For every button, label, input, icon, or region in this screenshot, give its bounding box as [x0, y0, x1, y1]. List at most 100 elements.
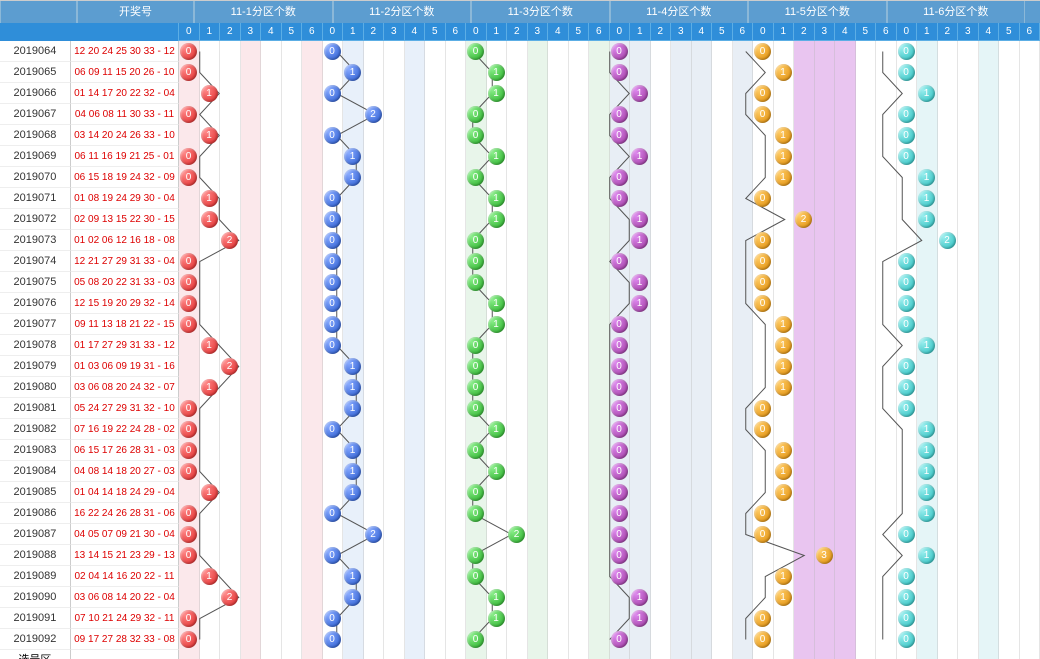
value-ball: 1 — [201, 85, 218, 102]
value-ball: 0 — [467, 484, 484, 501]
value-ball: 0 — [898, 568, 915, 585]
subcol: 5 — [569, 23, 590, 41]
subcol: 3 — [384, 23, 405, 41]
period-cell: 2019080 — [0, 377, 71, 398]
subcol: 4 — [405, 23, 426, 41]
numbers-cell: 12 20 24 25 30 33 - 12 — [71, 41, 179, 62]
value-ball: 1 — [775, 337, 792, 354]
numbers-cell: 09 17 27 28 32 33 - 08 — [71, 629, 179, 650]
value-ball: 1 — [775, 484, 792, 501]
value-ball: 0 — [754, 400, 771, 417]
value-ball: 1 — [631, 589, 648, 606]
table-row: 201908902 04 14 16 20 22 - 11110010 — [0, 566, 1040, 587]
data-rows: 201906412 20 24 25 30 33 - 1200000020190… — [0, 41, 1040, 650]
value-ball: 1 — [631, 211, 648, 228]
value-ball: 0 — [754, 631, 771, 648]
value-ball: 0 — [611, 190, 628, 207]
value-ball: 1 — [775, 463, 792, 480]
value-ball: 1 — [918, 211, 935, 228]
numbers-cell: 09 11 13 18 21 22 - 15 — [71, 314, 179, 335]
period-cell: 2019072 — [0, 209, 71, 230]
value-ball: 0 — [324, 610, 341, 627]
col-z1: 11-1分区个数 — [194, 1, 333, 23]
value-ball: 0 — [467, 505, 484, 522]
numbers-cell: 03 06 08 20 24 32 - 07 — [71, 377, 179, 398]
value-ball: 1 — [918, 337, 935, 354]
value-ball: 0 — [467, 337, 484, 354]
value-ball: 0 — [467, 379, 484, 396]
numbers-cell: 02 09 13 15 22 30 - 15 — [71, 209, 179, 230]
value-ball: 0 — [324, 190, 341, 207]
value-ball: 1 — [488, 316, 505, 333]
value-ball: 0 — [611, 379, 628, 396]
value-ball: 0 — [467, 106, 484, 123]
value-ball: 0 — [467, 232, 484, 249]
period-cell: 2019068 — [0, 125, 71, 146]
footer-label: 选号区 — [0, 650, 71, 659]
subcol: 3 — [241, 23, 262, 41]
numbers-cell: 07 16 19 22 24 28 - 02 — [71, 419, 179, 440]
value-ball: 0 — [611, 463, 628, 480]
value-ball: 1 — [775, 379, 792, 396]
col-period — [0, 1, 77, 23]
value-ball: 1 — [488, 85, 505, 102]
value-ball: 0 — [611, 505, 628, 522]
value-ball: 0 — [324, 253, 341, 270]
value-ball: 0 — [611, 442, 628, 459]
value-ball: 1 — [201, 127, 218, 144]
value-ball: 0 — [611, 64, 628, 81]
value-ball: 1 — [775, 148, 792, 165]
col-z3: 11-3分区个数 — [471, 1, 610, 23]
table-row: 201906601 14 17 20 22 32 - 04101101 — [0, 83, 1040, 104]
value-ball: 1 — [918, 547, 935, 564]
value-ball: 0 — [180, 316, 197, 333]
table-row: 201907202 09 13 15 22 30 - 15101121 — [0, 209, 1040, 230]
subcol: 6 — [446, 23, 467, 41]
subcol: 5 — [712, 23, 733, 41]
numbers-cell: 01 04 14 18 24 29 - 04 — [71, 482, 179, 503]
value-ball: 2 — [221, 589, 238, 606]
value-ball: 0 — [324, 631, 341, 648]
numbers-cell: 04 05 07 09 21 30 - 04 — [71, 524, 179, 545]
value-ball: 0 — [754, 274, 771, 291]
subcol: 2 — [938, 23, 959, 41]
value-ball: 0 — [180, 631, 197, 648]
value-ball: 1 — [631, 148, 648, 165]
value-ball: 0 — [180, 610, 197, 627]
value-ball: 1 — [918, 463, 935, 480]
chart-root: 开奖号 11-1分区个数 11-2分区个数 11-3分区个数 11-4分区个数 … — [0, 0, 1040, 659]
value-ball: 1 — [344, 589, 361, 606]
period-cell: 2019083 — [0, 440, 71, 461]
period-cell: 2019091 — [0, 608, 71, 629]
value-ball: 1 — [201, 568, 218, 585]
value-ball: 1 — [775, 568, 792, 585]
value-ball: 1 — [344, 463, 361, 480]
subcol: 6 — [733, 23, 754, 41]
value-ball: 0 — [754, 85, 771, 102]
subcol: 0 — [323, 23, 344, 41]
value-ball: 0 — [180, 442, 197, 459]
value-ball: 0 — [180, 505, 197, 522]
table-row: 201907801 17 27 29 31 33 - 12100011 — [0, 335, 1040, 356]
header-row-1: 开奖号 11-1分区个数 11-2分区个数 11-3分区个数 11-4分区个数 … — [0, 0, 1040, 23]
value-ball: 0 — [180, 463, 197, 480]
value-ball: 0 — [467, 127, 484, 144]
numbers-cell: 06 09 11 15 20 26 - 10 — [71, 62, 179, 83]
numbers-cell: 01 14 17 20 22 32 - 04 — [71, 83, 179, 104]
period-cell: 2019076 — [0, 293, 71, 314]
col-z2: 11-2分区个数 — [333, 1, 472, 23]
value-ball: 0 — [898, 253, 915, 270]
numbers-cell: 03 06 08 14 20 22 - 04 — [71, 587, 179, 608]
subcol: 0 — [753, 23, 774, 41]
value-ball: 1 — [775, 589, 792, 606]
value-ball: 0 — [467, 43, 484, 60]
subcol: 1 — [630, 23, 651, 41]
col-nums: 开奖号 — [77, 1, 194, 23]
value-ball: 0 — [898, 589, 915, 606]
value-ball: 0 — [898, 106, 915, 123]
value-ball: 0 — [467, 568, 484, 585]
table-row: 201908616 22 24 26 28 31 - 06000001 — [0, 503, 1040, 524]
value-ball: 0 — [324, 547, 341, 564]
table-row: 201907505 08 20 22 31 33 - 03000100 — [0, 272, 1040, 293]
table-row: 201908306 15 17 26 28 31 - 03010011 — [0, 440, 1040, 461]
